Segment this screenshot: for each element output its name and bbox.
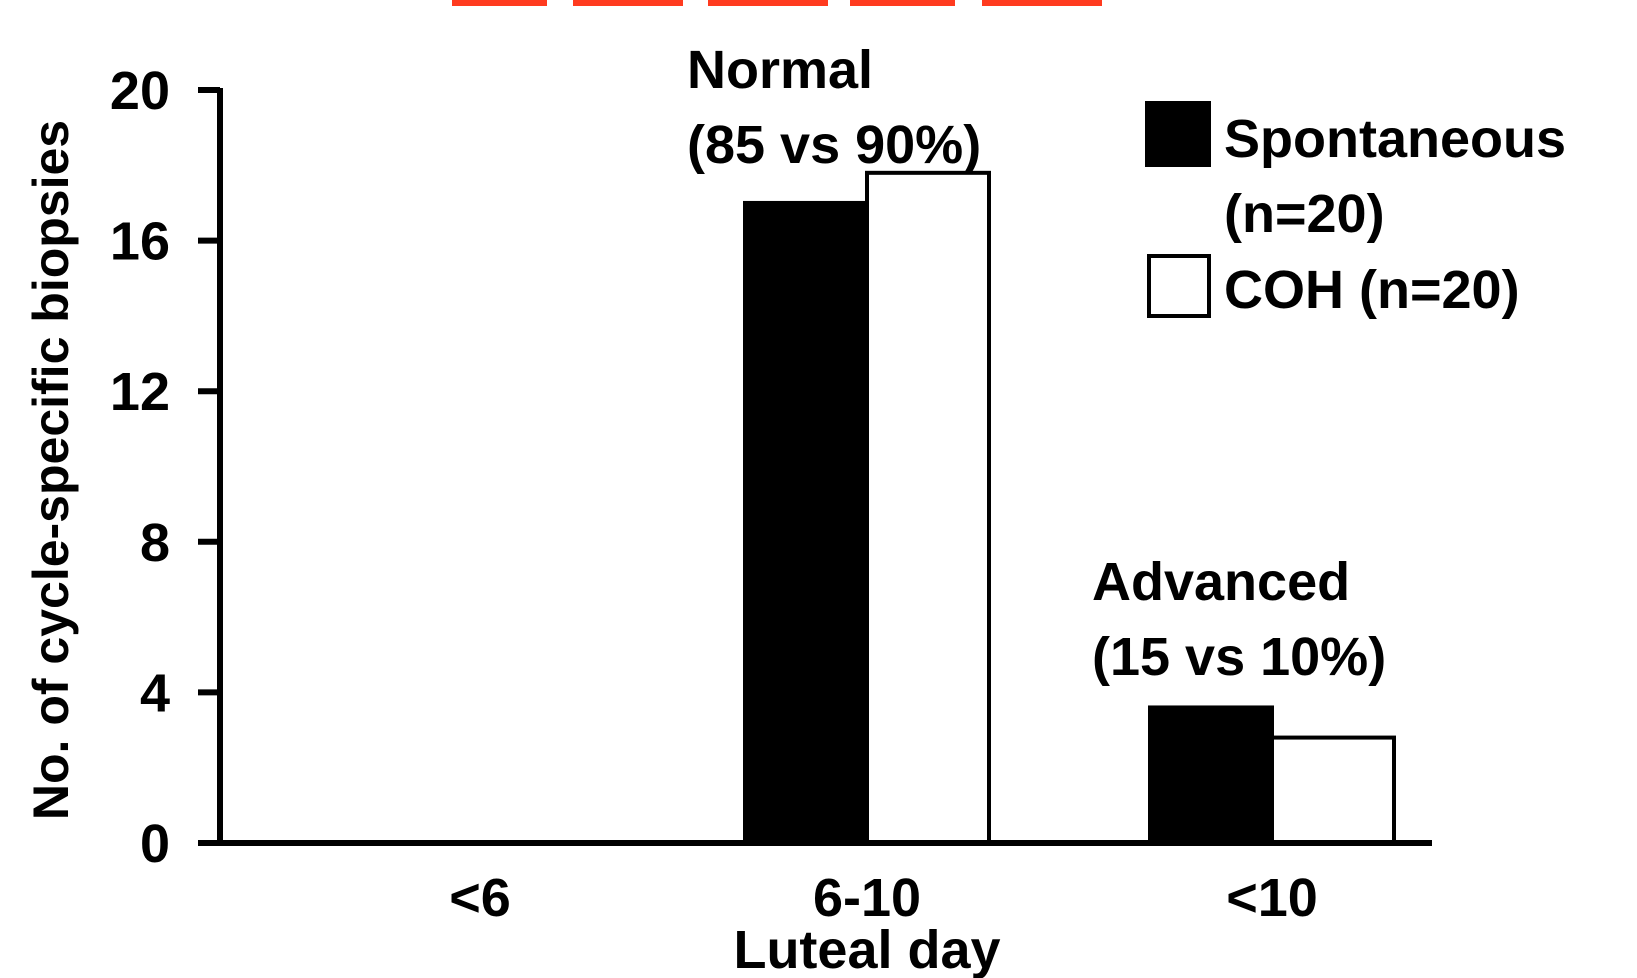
bar-spontaneous-2 [1148,705,1274,846]
annotation-normal: Normal (85 vs 90%) [687,40,981,175]
axes [212,88,1432,846]
annotation-advanced-line2: (15 vs 10%) [1092,627,1386,687]
legend: Spontaneous (n=20) COH (n=20) [1145,101,1566,320]
y-tick-label: 20 [110,61,170,121]
y-tick-label: 16 [110,212,170,272]
y-ticks: 0 4 8 12 16 20 [110,61,220,874]
x-tick-label: 6-10 [813,868,921,928]
legend-label-spontaneous-line2: (n=20) [1224,184,1385,244]
x-axis-label: Luteal day [733,920,1000,978]
annotation-advanced-line1: Advanced [1092,552,1350,612]
cropped-title-fragment [452,0,1102,6]
annotation-normal-line2: (85 vs 90%) [687,115,981,175]
annotation-advanced: Advanced (15 vs 10%) [1092,552,1386,687]
y-tick-label: 12 [110,362,170,422]
x-tick-labels: <6 6-10 <10 [449,868,1318,928]
x-tick-label: <6 [449,868,511,928]
x-tick-label: <10 [1226,868,1318,928]
legend-label-spontaneous-line1: Spontaneous [1224,109,1566,169]
annotation-normal-line1: Normal [687,40,873,100]
y-tick-label: 8 [140,513,170,573]
y-tick-label: 4 [140,663,170,723]
bar-coh-1 [865,170,991,845]
legend-swatch-spontaneous [1145,101,1211,167]
legend-swatch-coh [1147,254,1211,318]
y-axis-label: No. of cycle-specific biopsies [23,120,79,820]
y-tick-label: 0 [140,814,170,874]
bar-coh-2 [1270,735,1396,846]
legend-label-coh: COH (n=20) [1224,260,1520,320]
bar-spontaneous-1 [743,200,869,845]
bars-group [743,170,1396,846]
